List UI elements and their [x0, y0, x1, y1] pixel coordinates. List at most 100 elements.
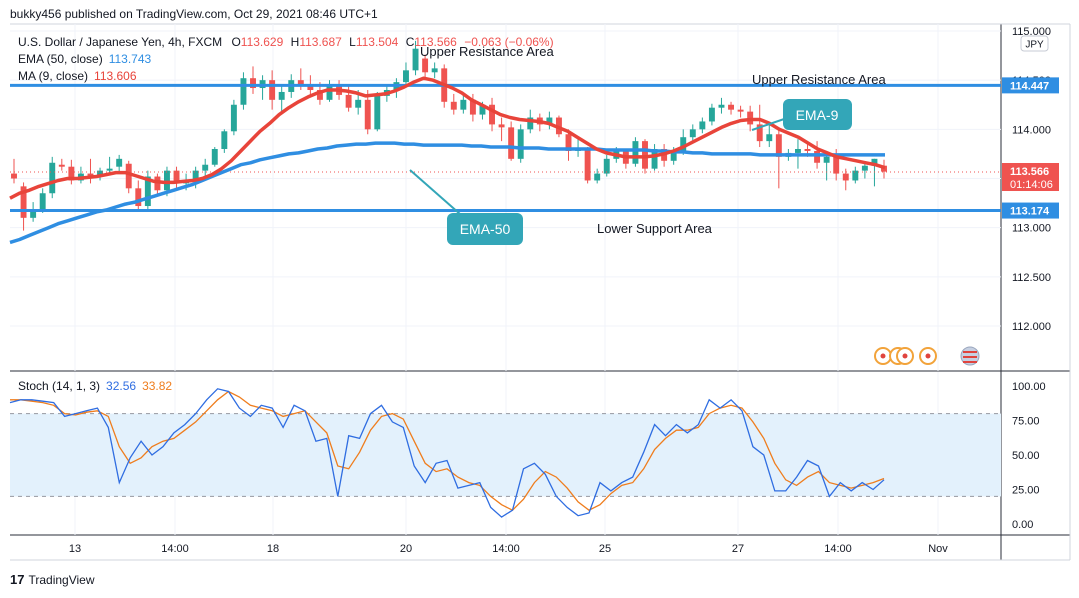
candle-body — [861, 165, 868, 171]
candle[interactable] — [144, 170, 151, 209]
candle[interactable] — [422, 54, 429, 81]
candle[interactable] — [39, 188, 46, 213]
candle-body — [479, 104, 486, 115]
candle[interactable] — [861, 162, 868, 179]
candle[interactable] — [498, 117, 505, 142]
annotation-lower-support: Lower Support Area — [597, 221, 713, 236]
resistance-price-tag[interactable]: 114.447 — [1002, 77, 1059, 94]
candle-body — [603, 158, 610, 174]
ema50-line[interactable] — [9, 141, 885, 245]
candle[interactable] — [517, 124, 524, 163]
candle-body — [68, 166, 75, 181]
candle-body — [728, 104, 734, 110]
currency-badge[interactable] — [1020, 35, 1049, 52]
candle[interactable] — [250, 66, 256, 94]
candle[interactable] — [230, 99, 237, 136]
time-tick-label: 25 — [599, 543, 611, 555]
candle[interactable] — [77, 166, 84, 184]
candle[interactable] — [699, 117, 706, 134]
callout-ema50-text: EMA-50 — [460, 221, 511, 237]
candle[interactable] — [116, 154, 123, 174]
candle[interactable] — [202, 158, 209, 179]
candle[interactable] — [603, 154, 610, 177]
candle[interactable] — [460, 93, 467, 114]
current-price-tag-text: 113.566 — [1010, 166, 1049, 178]
candle[interactable] — [211, 147, 218, 167]
candle[interactable] — [412, 40, 419, 76]
current-price-tag-bg — [1002, 163, 1059, 192]
candle[interactable] — [221, 129, 228, 153]
candle-body — [718, 104, 725, 108]
candle-body — [125, 163, 132, 189]
candle[interactable] — [622, 148, 629, 169]
callout-ema50-pointer — [409, 169, 461, 215]
support-price-tag[interactable]: 113.174 — [1002, 202, 1059, 219]
stoch-k-line[interactable] — [9, 388, 885, 518]
candle[interactable] — [546, 111, 553, 130]
candle[interactable] — [68, 159, 75, 185]
support-price-tag-bg — [1002, 202, 1059, 219]
candle-body — [852, 170, 859, 181]
candle[interactable] — [87, 158, 94, 184]
candle[interactable] — [49, 156, 56, 199]
candle[interactable] — [766, 123, 773, 148]
candle[interactable] — [584, 147, 591, 184]
event-dot-icon — [902, 353, 908, 359]
candle[interactable] — [259, 75, 266, 100]
candle[interactable] — [565, 129, 572, 161]
resistance-price-tag-text: 114.447 — [1010, 80, 1049, 92]
candle-body — [632, 141, 639, 164]
candle[interactable] — [756, 104, 763, 148]
candle[interactable] — [842, 168, 849, 191]
candle[interactable] — [431, 62, 438, 79]
candle[interactable] — [106, 156, 113, 175]
event-icons[interactable] — [874, 346, 980, 366]
candle[interactable] — [278, 85, 285, 112]
candle[interactable] — [403, 62, 409, 87]
callout-ema50[interactable]: EMA-50 — [409, 169, 523, 245]
candle[interactable] — [58, 158, 65, 171]
candle[interactable] — [345, 85, 352, 112]
candle[interactable] — [689, 124, 696, 142]
candle[interactable] — [135, 180, 142, 210]
candle[interactable] — [737, 105, 744, 118]
candle[interactable] — [708, 103, 715, 126]
candle-body — [144, 176, 151, 207]
annotation-upper-resistance-right: Upper Resistance Area — [752, 72, 886, 87]
candle[interactable] — [450, 93, 457, 115]
candle-body — [775, 134, 782, 157]
candle-body — [565, 134, 572, 151]
candle[interactable] — [718, 97, 725, 114]
candle[interactable] — [11, 158, 17, 184]
candle[interactable] — [489, 97, 495, 132]
candle[interactable] — [469, 93, 476, 122]
callout-ema9[interactable]: EMA-9 — [751, 99, 852, 131]
candle-body — [58, 164, 65, 167]
candle-body — [230, 104, 237, 132]
candle[interactable] — [508, 121, 515, 161]
candle[interactable] — [728, 101, 734, 115]
candle[interactable] — [125, 160, 132, 194]
footer[interactable]: 17 TradingView — [10, 572, 95, 587]
candle[interactable] — [173, 166, 180, 189]
candle[interactable] — [154, 173, 161, 195]
stoch-tick-label: 25.00 — [1012, 485, 1040, 497]
candle-body — [814, 150, 821, 163]
price-tick-label: 112.500 — [1012, 272, 1051, 284]
candle[interactable] — [775, 127, 782, 189]
annotation-upper-resistance-top: Upper Resistance Area — [420, 44, 554, 59]
currency-label: JPY — [1025, 40, 1044, 51]
indicator-lines — [9, 76, 1001, 245]
candle[interactable] — [852, 166, 859, 184]
candle[interactable] — [594, 168, 601, 184]
candle[interactable] — [240, 72, 247, 110]
candle[interactable] — [632, 137, 639, 167]
legend-stoch: Stoch (14, 1, 3) 32.56 33.82 — [18, 379, 172, 393]
ma9-line[interactable] — [9, 76, 886, 200]
candle-body — [546, 117, 553, 125]
time-tick-label: 14:00 — [492, 543, 520, 555]
candle[interactable] — [374, 91, 381, 132]
candle[interactable] — [269, 70, 276, 110]
